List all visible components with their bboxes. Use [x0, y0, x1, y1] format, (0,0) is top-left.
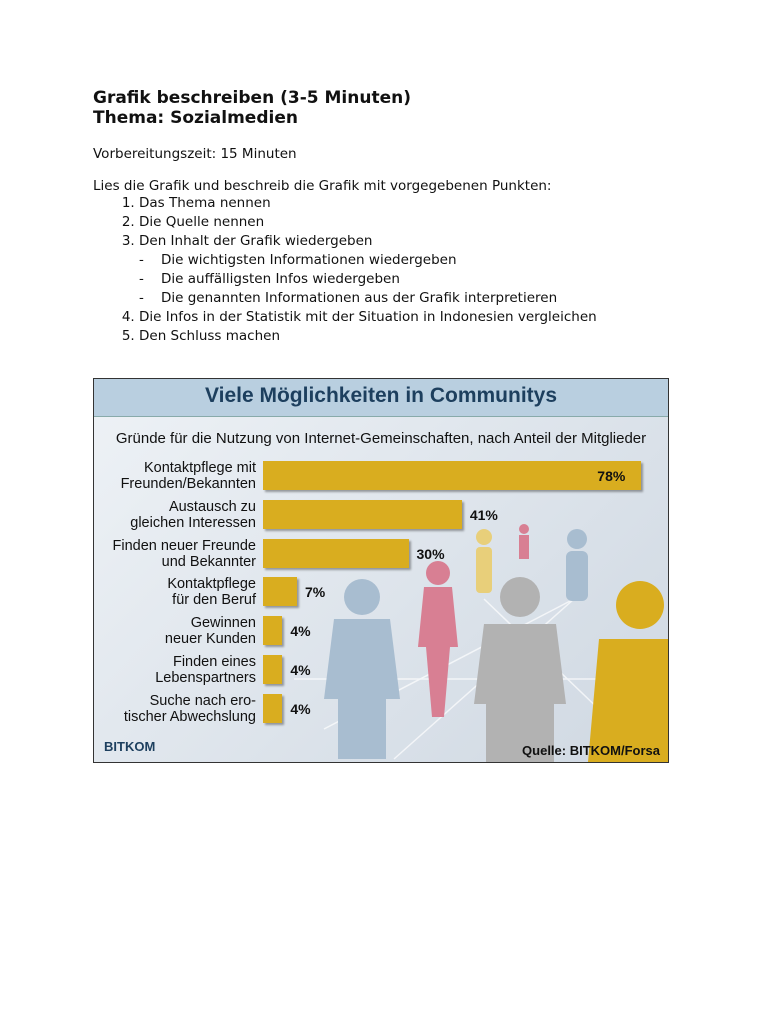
- category-label: Austausch zu gleichen Interessen: [130, 498, 256, 531]
- source: Quelle: BITKOM/Forsa: [522, 743, 660, 758]
- category-label: Gewinnen neuer Kunden: [164, 615, 256, 648]
- task-text: Die Quelle nennen: [139, 214, 265, 230]
- chart-subtitle: Gründe für die Nutzung von Internet-Geme…: [115, 430, 647, 447]
- bar: [263, 538, 409, 568]
- subtask-item: Die genannten Informationen aus der Graf…: [139, 289, 713, 308]
- task-item: Den Inhalt der Grafik wiedergeben Die wic…: [139, 232, 713, 308]
- bar: [263, 577, 297, 607]
- heading-line: Thema: Sozialmedien: [93, 108, 298, 128]
- heading: Grafik beschreiben (3-5 Minuten) Thema: S…: [93, 88, 713, 128]
- value-label: 4%: [290, 700, 311, 717]
- task-item: Die Quelle nennen: [139, 213, 713, 232]
- bar: [263, 655, 283, 684]
- category-label: Finden eines Lebenspartners: [155, 654, 256, 686]
- chart-title: Viele Möglichkeiten in Communitys: [204, 384, 558, 407]
- value-label: 30%: [416, 545, 445, 562]
- category-label: Finden neuer Freunde und Bekannter: [112, 537, 257, 570]
- chart: Viele Möglichkeiten in Communitys Gründe…: [93, 378, 669, 763]
- intro: Lies die Grafik und beschreib die Grafik…: [93, 178, 552, 194]
- bar: [263, 461, 642, 490]
- title-band: [94, 379, 668, 417]
- bar: [263, 499, 462, 529]
- logo: BITKOM: [104, 739, 156, 754]
- category-label: Kontaktpflege mit Freunden/Bekannten: [120, 460, 256, 492]
- task-list: Das Thema nennen Die Quelle nennen Den Inh…: [93, 194, 713, 346]
- value-label: 4%: [290, 662, 311, 678]
- category-label: Kontaktpflege für den Beruf: [167, 576, 256, 609]
- bar: [263, 693, 283, 723]
- task-text: Den Inhalt der Grafik wiedergeben: [139, 233, 373, 249]
- value-label: 4%: [290, 623, 311, 640]
- subtask-item: Die wichtigsten Informationen wiedergebe…: [139, 251, 713, 270]
- subtask-item: Die auffälligsten Infos wiedergeben: [139, 270, 713, 289]
- value-label: 41%: [469, 506, 498, 523]
- task-item: Das Thema nennen: [139, 194, 713, 213]
- task-item: Den Schluss machen: [139, 327, 713, 346]
- bar: [263, 616, 283, 646]
- task-text: Das Thema nennen: [139, 195, 271, 211]
- task-text: Den Schluss machen: [139, 328, 281, 344]
- value-label: 78%: [597, 468, 626, 484]
- task-text: Die Infos in der Statistik mit der Situa…: [139, 309, 597, 325]
- heading-line: Grafik beschreiben (3-5 Minuten): [93, 88, 411, 108]
- document: Grafik beschreiben (3-5 Minuten) Thema: S…: [93, 88, 713, 346]
- subtask-list: Die wichtigsten Informationen wiedergebe…: [139, 251, 713, 308]
- people-illustration: [294, 524, 668, 762]
- prep-time: Vorbereitungszeit: 15 Minuten: [93, 146, 297, 162]
- category-label: Suche nach ero- tischer Abwechslung: [123, 692, 256, 725]
- task-item: Die Infos in der Statistik mit der Situa…: [139, 308, 713, 327]
- value-label: 7%: [304, 584, 326, 601]
